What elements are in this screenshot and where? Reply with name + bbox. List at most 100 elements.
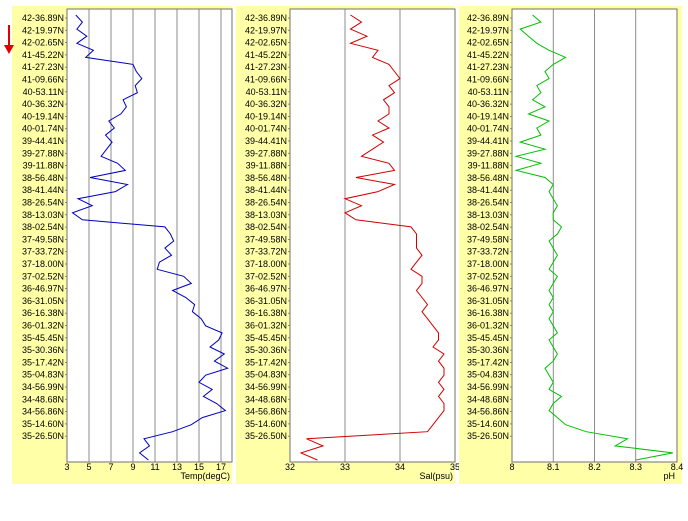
x-tick-label: 5 <box>86 462 91 472</box>
x-tick-label: 34 <box>395 462 405 472</box>
y-tick-label: 39-44.41N <box>467 136 509 146</box>
y-tick-label: 34-48.68N <box>467 394 509 404</box>
y-tick-label: 35-30.36N <box>22 345 64 355</box>
x-axis-label: Temp(degC) <box>180 471 230 481</box>
y-tick-label: 37-18.00N <box>245 259 287 269</box>
y-tick-label: 42-19.97N <box>245 25 287 35</box>
x-axis-label: Sal(psu) <box>419 471 453 481</box>
y-tick-label: 37-49.58N <box>467 234 509 244</box>
y-tick-label: 37-33.72N <box>22 247 64 257</box>
y-tick-label: 39-44.41N <box>245 136 287 146</box>
y-tick-label: 35-17.42N <box>467 357 509 367</box>
y-tick-label: 39-44.41N <box>22 136 64 146</box>
y-tick-label: 38-41.44N <box>22 185 64 195</box>
y-tick-label: 36-31.05N <box>467 296 509 306</box>
y-tick-label: 39-11.88N <box>23 161 64 171</box>
y-tick-label: 35-17.42N <box>245 357 287 367</box>
y-tick-label: 41-09.66N <box>245 75 287 85</box>
y-tick-label: 42-36.89N <box>245 13 287 23</box>
y-tick-label: 34-56.99N <box>467 382 509 392</box>
y-tick-label: 37-49.58N <box>22 234 64 244</box>
y-tick-label: 38-13.03N <box>245 210 287 220</box>
y-tick-label: 38-41.44N <box>467 185 509 195</box>
y-tick-label: 40-19.14N <box>467 111 509 121</box>
y-tick-label: 41-27.23N <box>245 62 287 72</box>
y-tick-label: 38-13.03N <box>22 210 64 220</box>
y-tick-label: 41-45.22N <box>467 50 509 60</box>
x-tick-label: 8.3 <box>629 462 642 472</box>
y-tick-label: 36-46.97N <box>245 284 287 294</box>
y-tick-label: 38-41.44N <box>245 185 287 195</box>
y-tick-label: 37-18.00N <box>22 259 64 269</box>
y-tick-label: 38-56.48N <box>245 173 287 183</box>
y-tick-label: 40-19.14N <box>245 111 287 121</box>
y-tick-label: 42-02.65N <box>245 38 287 48</box>
y-tick-label: 35-30.36N <box>467 345 509 355</box>
y-tick-label: 36-31.05N <box>22 296 64 306</box>
y-tick-label: 38-56.48N <box>22 173 64 183</box>
x-tick-label: 33 <box>340 462 350 472</box>
y-tick-label: 38-26.54N <box>467 198 509 208</box>
y-tick-label: 38-26.54N <box>245 198 287 208</box>
series-line-temp <box>71 14 229 461</box>
y-tick-label: 34-56.99N <box>245 382 287 392</box>
x-tick-label: 13 <box>172 462 182 472</box>
y-tick-label: 40-53.11N <box>468 87 509 97</box>
y-tick-label: 42-02.65N <box>467 38 509 48</box>
x-tick-label: 3 <box>64 462 69 472</box>
y-tick-label: 35-26.50N <box>22 431 64 441</box>
y-tick-label: 35-45.45N <box>245 333 287 343</box>
y-tick-label: 35-04.83N <box>245 370 287 380</box>
x-tick-label: 8 <box>509 462 514 472</box>
x-axis-label: pH <box>663 471 675 481</box>
x-tick-label: 35 <box>450 462 460 472</box>
y-tick-label: 39-11.88N <box>246 161 287 171</box>
y-tick-label: 38-13.03N <box>467 210 509 220</box>
y-tick-label: 34-48.68N <box>245 394 287 404</box>
series-line-ph <box>514 14 673 461</box>
y-tick-label: 39-27.88N <box>245 148 287 158</box>
y-tick-label: 36-01.32N <box>467 321 509 331</box>
y-tick-label: 40-01.74N <box>467 124 509 134</box>
y-tick-label: 40-53.11N <box>23 87 64 97</box>
y-tick-label: 41-27.23N <box>467 62 509 72</box>
y-tick-label: 40-01.74N <box>22 124 64 134</box>
y-tick-label: 37-02.52N <box>245 271 287 281</box>
y-tick-label: 38-02.54N <box>22 222 64 232</box>
y-tick-label: 34-48.68N <box>22 394 64 404</box>
y-tick-label: 40-01.74N <box>245 124 287 134</box>
y-tick-label: 36-46.97N <box>22 284 64 294</box>
y-tick-label: 36-16.38N <box>22 308 64 318</box>
y-tick-label: 38-56.48N <box>467 173 509 183</box>
x-tick-label: 7 <box>108 462 113 472</box>
y-tick-label: 35-04.83N <box>22 370 64 380</box>
y-tick-label: 37-33.72N <box>467 247 509 257</box>
y-tick-label: 35-30.36N <box>245 345 287 355</box>
y-tick-label: 35-04.83N <box>467 370 509 380</box>
y-tick-label: 37-33.72N <box>245 247 287 257</box>
y-tick-label: 40-53.11N <box>246 87 287 97</box>
plot-area <box>289 8 456 463</box>
y-tick-label: 36-16.38N <box>467 308 509 318</box>
y-tick-label: 35-14.60N <box>245 419 287 429</box>
y-tick-label: 35-45.45N <box>22 333 64 343</box>
series-line-sal <box>299 14 445 461</box>
y-tick-label: 35-45.45N <box>467 333 509 343</box>
y-tick-label: 38-02.54N <box>245 222 287 232</box>
x-tick-label: 8.1 <box>547 462 560 472</box>
y-tick-label: 42-19.97N <box>467 25 509 35</box>
panel-ph: 8 8.1 8.2 8.3 8.4pH 42-36.89N 42-19.97N 42-02.6… <box>459 6 683 484</box>
y-tick-label: 35-14.60N <box>22 419 64 429</box>
scroll-direction-arrow <box>4 25 14 54</box>
y-tick-label: 37-49.58N <box>245 234 287 244</box>
y-tick-label: 34-56.86N <box>22 407 64 417</box>
y-tick-label: 40-36.32N <box>245 99 287 109</box>
x-tick-label: 17 <box>216 462 226 472</box>
x-tick-label: 9 <box>130 462 135 472</box>
y-tick-label: 34-56.99N <box>22 382 64 392</box>
y-tick-label: 34-56.86N <box>467 407 509 417</box>
y-tick-label: 40-19.14N <box>22 111 64 121</box>
